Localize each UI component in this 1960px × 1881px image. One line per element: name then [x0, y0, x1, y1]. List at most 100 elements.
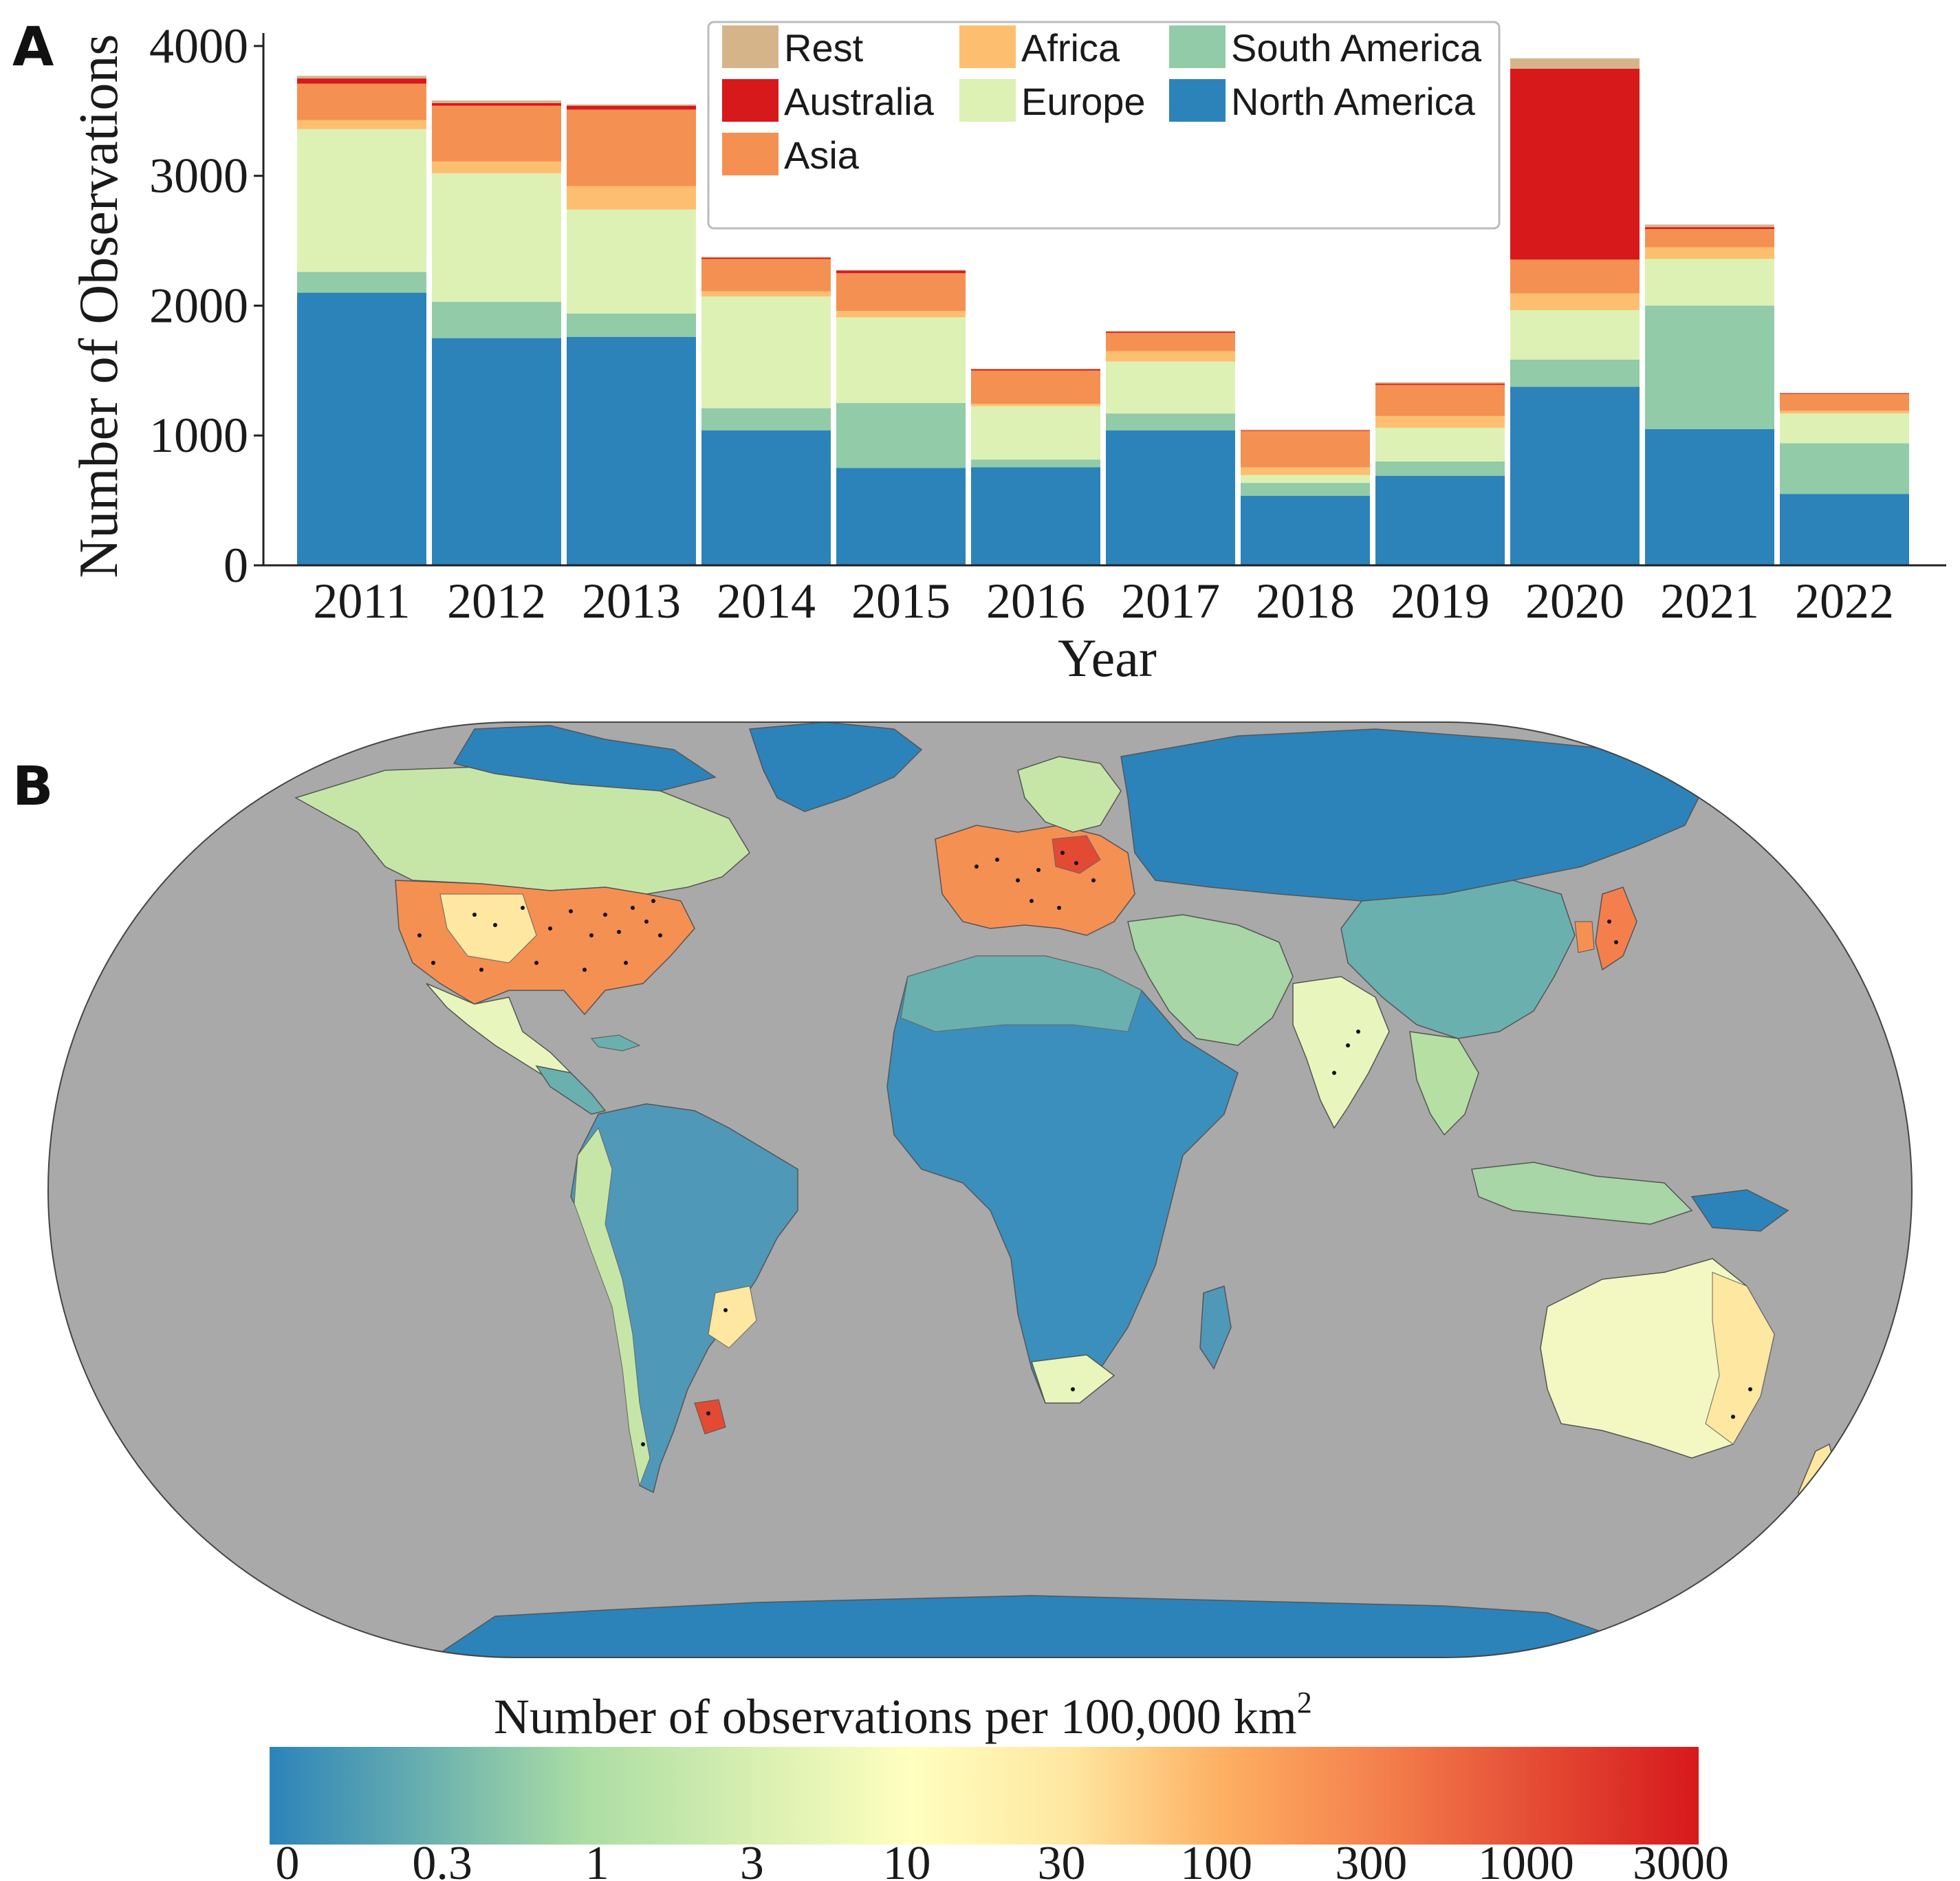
bar-segment-2017-south-america [1106, 413, 1235, 431]
colorbar-tick-label: 0.3 [412, 1837, 472, 1881]
region-middle-east [1127, 914, 1294, 1046]
legend-swatch-south-america [1169, 25, 1226, 68]
bar-segment-2021-rest [1645, 224, 1774, 228]
bar-segment-2017-africa [1106, 351, 1235, 362]
bar-segment-2014-rest [701, 257, 831, 258]
bar-segment-2020-australia [1510, 68, 1640, 260]
bar-segment-2011-south-america [297, 272, 426, 293]
legend-label-south-america: South America [1231, 26, 1482, 69]
bar-segment-2022-europe [1780, 413, 1909, 444]
y-tick-label: 0 [224, 538, 248, 593]
bar-segment-2012-north-america [432, 338, 561, 565]
x-tick-label: 2021 [1660, 574, 1759, 629]
bar-segment-2012-australia [432, 102, 561, 106]
bar-segment-2022-asia [1780, 393, 1909, 411]
bar-segment-2020-rest [1510, 58, 1640, 69]
bar-segment-2021-north-america [1645, 428, 1774, 565]
legend-swatch-europe [959, 79, 1016, 122]
legend-frame [707, 21, 1501, 230]
bar-segment-2022-north-america [1780, 494, 1909, 565]
bar-segment-2012-europe [432, 173, 561, 302]
y-ticks: 0 1000 2000 3000 4000 [149, 19, 263, 593]
bar-segment-2017-north-america [1106, 430, 1235, 565]
bar-segment-2019-rest [1375, 382, 1505, 384]
bar-segment-2020-asia [1510, 259, 1640, 294]
x-tick-label: 2012 [447, 574, 546, 629]
bar-segment-2018-north-america [1241, 496, 1370, 565]
colorbar-tick-label: 3 [740, 1837, 764, 1881]
bar-segment-2018-south-america [1241, 483, 1370, 497]
x-tick-label: 2019 [1391, 574, 1490, 629]
x-tick-label: 2014 [717, 574, 816, 629]
bar-segment-2019-asia [1375, 384, 1505, 416]
colorbar-label: Number of observations per 100,000 km2 [494, 1686, 1312, 1744]
x-tick-label: 2017 [1121, 574, 1220, 629]
bar-segment-2021-south-america [1645, 305, 1774, 429]
bar-segment-2021-africa [1645, 247, 1774, 259]
bar-segment-2014-africa [701, 291, 831, 297]
bar-segment-2022-africa [1780, 411, 1909, 414]
bar-segment-2021-australia [1645, 227, 1774, 230]
bar-segment-2019-south-america [1375, 461, 1505, 476]
observation-dots [417, 851, 1752, 1446]
bar-segment-2013-africa [567, 186, 696, 210]
bar-segment-2013-asia [567, 109, 696, 186]
legend: Rest Australia Asia Africa Europe South Ameri… [707, 21, 1501, 230]
bar-segment-2011-north-america [297, 292, 426, 565]
bar-segment-2013-north-america [567, 336, 696, 565]
bar-segment-2021-europe [1645, 259, 1774, 306]
region-southern-brazil [708, 1285, 757, 1349]
bar-segment-2014-asia [701, 259, 831, 292]
bar-segment-2018-asia [1241, 431, 1370, 468]
bar-segment-2020-africa [1510, 293, 1640, 311]
bar-segment-2018-rest [1241, 429, 1370, 431]
bar-segment-2015-australia [836, 270, 966, 274]
panel-a-letter: A [12, 17, 54, 78]
bar-segment-2015-africa [836, 310, 966, 318]
bar-segment-2022-australia [1780, 393, 1909, 394]
bar-segment-2013-rest [567, 104, 696, 106]
region-korea [1574, 921, 1595, 953]
bar-segment-2011-asia [297, 83, 426, 120]
y-tick-label: 3000 [149, 149, 248, 204]
bar-segment-2016-australia [971, 369, 1100, 371]
colorbar-tick-label: 3000 [1633, 1837, 1729, 1881]
legend-label-europe: Europe [1021, 80, 1146, 123]
region-southeast-asia [1409, 1031, 1479, 1136]
x-tick-label: 2022 [1795, 574, 1894, 629]
bar-segment-2013-australia [567, 105, 696, 110]
bar-segment-2019-africa [1375, 415, 1505, 428]
bar-segment-2011-australia [297, 78, 426, 84]
legend-swatch-africa [959, 25, 1016, 68]
bar-segment-2015-south-america [836, 403, 966, 468]
x-axis-label: Year [1058, 628, 1157, 688]
bar-segment-2018-africa [1241, 467, 1370, 475]
bar-segment-2020-north-america [1510, 387, 1640, 565]
region-india [1292, 976, 1390, 1129]
bar-segment-2017-europe [1106, 361, 1235, 414]
bar-segment-2020-south-america [1510, 359, 1640, 387]
bar-segment-2011-africa [297, 120, 426, 129]
x-tick-label: 2015 [851, 574, 950, 629]
bar-segment-2012-rest [432, 100, 561, 103]
bar-segment-2016-africa [971, 403, 1100, 406]
bar-segment-2019-europe [1375, 427, 1505, 461]
bar-segment-2017-australia [1106, 331, 1235, 334]
colorbar-ticks: 0 0.3 1 3 10 30 100 300 1000 3000 [276, 1837, 1730, 1881]
bar-segment-2015-rest [836, 270, 966, 271]
y-tick-label: 4000 [149, 19, 248, 74]
bar-segment-2014-europe [701, 296, 831, 409]
region-arctic-islands [453, 725, 717, 792]
region-russia [1120, 728, 1706, 902]
region-china [1340, 880, 1576, 1039]
x-tick-label: 2018 [1256, 574, 1355, 629]
bar-segment-2013-south-america [567, 313, 696, 337]
bar-segment-2012-africa [432, 161, 561, 173]
y-tick-label: 1000 [149, 408, 248, 463]
colorbar-tick-label: 1 [585, 1837, 609, 1881]
bar-segment-2018-europe [1241, 475, 1370, 483]
bar-segment-2014-australia [701, 257, 831, 259]
y-tick-label: 2000 [149, 278, 248, 333]
region-scandinavia [1017, 756, 1122, 833]
bar-segment-2019-north-america [1375, 475, 1505, 565]
